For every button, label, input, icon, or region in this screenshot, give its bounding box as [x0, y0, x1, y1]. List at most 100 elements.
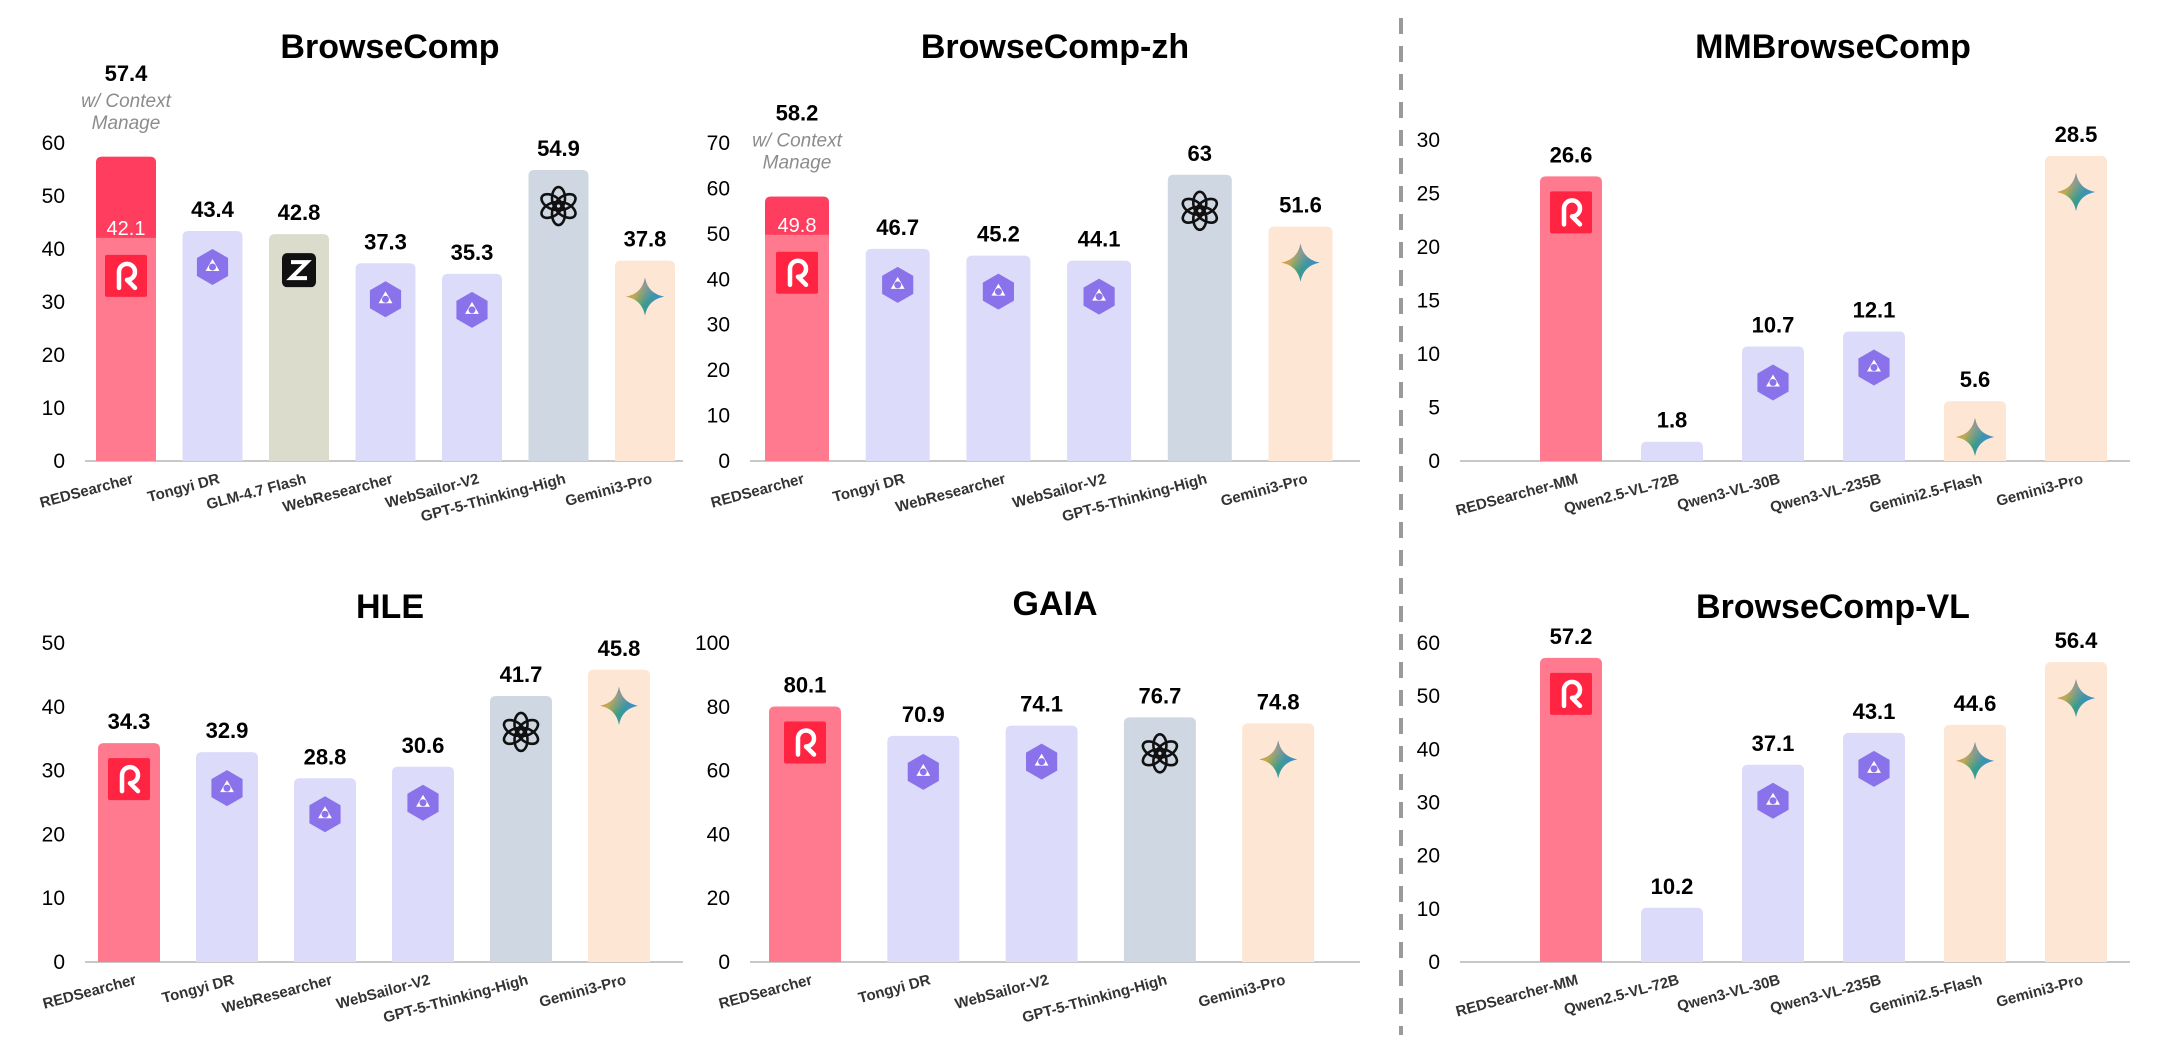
bar [1641, 907, 1703, 962]
category-label: REDSearcher-MM [1454, 971, 1580, 1020]
chart-title: GAIA [1013, 585, 1098, 623]
value-label: 12.1 [1853, 298, 1896, 323]
y-tick-label: 10 [1417, 898, 1440, 921]
category-label: Qwen3-VL-235B [1768, 971, 1883, 1017]
category-label: Tongyi DR [857, 971, 933, 1007]
openai-icon [540, 185, 577, 227]
value-label: 80.1 [784, 672, 827, 697]
bar [1843, 732, 1905, 962]
value-label: 46.7 [876, 215, 919, 240]
category-label: Qwen3-VL-235B [1768, 470, 1883, 516]
y-tick-label: 30 [1417, 792, 1440, 815]
chart-5: GAIA 0 20 40 60 80 100 80.1 REDSearcher 70.9 Tongy… [695, 585, 1360, 1026]
gemini-icon [600, 686, 638, 725]
bar [442, 273, 502, 461]
bar [269, 234, 329, 461]
category-label: GPT-5-Thinking-High [419, 470, 567, 525]
bar [1540, 657, 1602, 962]
openai-icon [502, 711, 540, 753]
bar [490, 695, 552, 962]
y-tick-label: 0 [53, 450, 65, 473]
y-tick-label: 70 [707, 132, 730, 155]
qwen-icon [1083, 278, 1115, 315]
y-tick-label: 50 [42, 185, 65, 208]
bar [2045, 662, 2107, 962]
chart-4: HLE0102030405034.3REDSearcher32.9Tongyi … [41, 588, 683, 1026]
value-label: 54.9 [537, 136, 580, 161]
bar [182, 230, 243, 461]
value-label: 70.9 [902, 702, 945, 727]
value-label: 44.6 [1954, 691, 1997, 716]
qwen-icon [456, 291, 488, 328]
value-label: 28.8 [304, 744, 347, 769]
value-label: 32.9 [206, 718, 249, 743]
value-label: 57.4 [105, 61, 149, 86]
qwen-icon [982, 273, 1014, 310]
y-tick-label: 60 [707, 177, 730, 200]
y-tick-label: 10 [1417, 343, 1440, 366]
y-tick-label: 40 [1417, 738, 1440, 761]
y-tick-label: 0 [718, 450, 730, 473]
category-label: Gemini2.5-Flash [1868, 470, 1984, 516]
y-tick-label: 20 [1417, 845, 1440, 868]
qwen-icon [309, 796, 341, 833]
bar [1742, 346, 1804, 461]
category-label: REDSearcher-MM [1454, 470, 1580, 519]
rednote-icon [105, 254, 147, 297]
category-label: Gemini3-Pro [1994, 971, 2085, 1011]
bar [1540, 176, 1602, 461]
y-tick-label: 40 [42, 696, 65, 719]
annotation-text: Manage [92, 113, 161, 134]
chart-title: HLE [356, 588, 424, 626]
category-label: Qwen2.5-VL-72B [1562, 470, 1681, 517]
qwen-icon [1858, 349, 1890, 386]
y-tick-label: 100 [695, 632, 730, 655]
chart-1: BrowseComp 0 10 20 30 40 50 60 42.1 57.4 w/ Contex… [38, 28, 683, 525]
y-tick-label: 20 [707, 359, 730, 382]
y-tick-label: 40 [42, 238, 65, 261]
y-tick-label: 20 [707, 887, 730, 910]
bar [588, 669, 650, 962]
y-tick-label: 10 [707, 405, 730, 428]
value-label: 57.2 [1550, 624, 1593, 649]
chart-title: MMBrowseComp [1695, 28, 1971, 66]
bar [1944, 724, 2006, 962]
gemini-icon [1956, 418, 1994, 456]
y-tick-label: 15 [1417, 290, 1440, 313]
bar [1167, 174, 1232, 462]
value-label: 56.4 [2055, 628, 2099, 653]
y-tick-label: 20 [42, 344, 65, 367]
gemini-icon [1259, 740, 1298, 779]
bar [966, 255, 1031, 461]
qwen-icon [1757, 782, 1789, 819]
y-tick-label: 60 [42, 132, 65, 155]
qwen-icon [196, 248, 229, 285]
rednote-icon [108, 758, 150, 801]
category-label: WebResearcher [220, 971, 334, 1017]
value-label: 42.8 [278, 200, 321, 225]
value-label: 1.8 [1657, 408, 1688, 433]
openai-icon [1141, 733, 1179, 774]
value-label: 34.3 [108, 709, 151, 734]
value-label: 51.6 [1279, 193, 1322, 218]
bar [1742, 764, 1804, 962]
value-label: 58.2 [776, 101, 819, 126]
chart-6: BrowseComp-VL 0 10 20 30 40 50 60 57.2 REDSearche… [1417, 588, 2130, 1020]
category-label: Qwen3-VL-30B [1675, 971, 1782, 1015]
value-label: 5.6 [1960, 367, 1991, 392]
qwen-icon [1026, 743, 1058, 780]
value-label: 63 [1188, 141, 1212, 166]
inner-value-label: 42.1 [107, 218, 146, 240]
bar [1005, 725, 1078, 962]
qwen-icon [211, 770, 243, 807]
gemini-icon [1281, 243, 1320, 282]
qwen-icon [882, 266, 914, 303]
qwen-icon [1757, 364, 1789, 401]
y-tick-label: 10 [42, 887, 65, 910]
bar [528, 170, 589, 461]
bar [865, 248, 930, 461]
rednote-icon [1550, 672, 1592, 715]
zhipu-icon [282, 253, 316, 288]
value-label: 74.1 [1020, 692, 1063, 717]
chart-title: BrowseComp-zh [921, 28, 1189, 66]
